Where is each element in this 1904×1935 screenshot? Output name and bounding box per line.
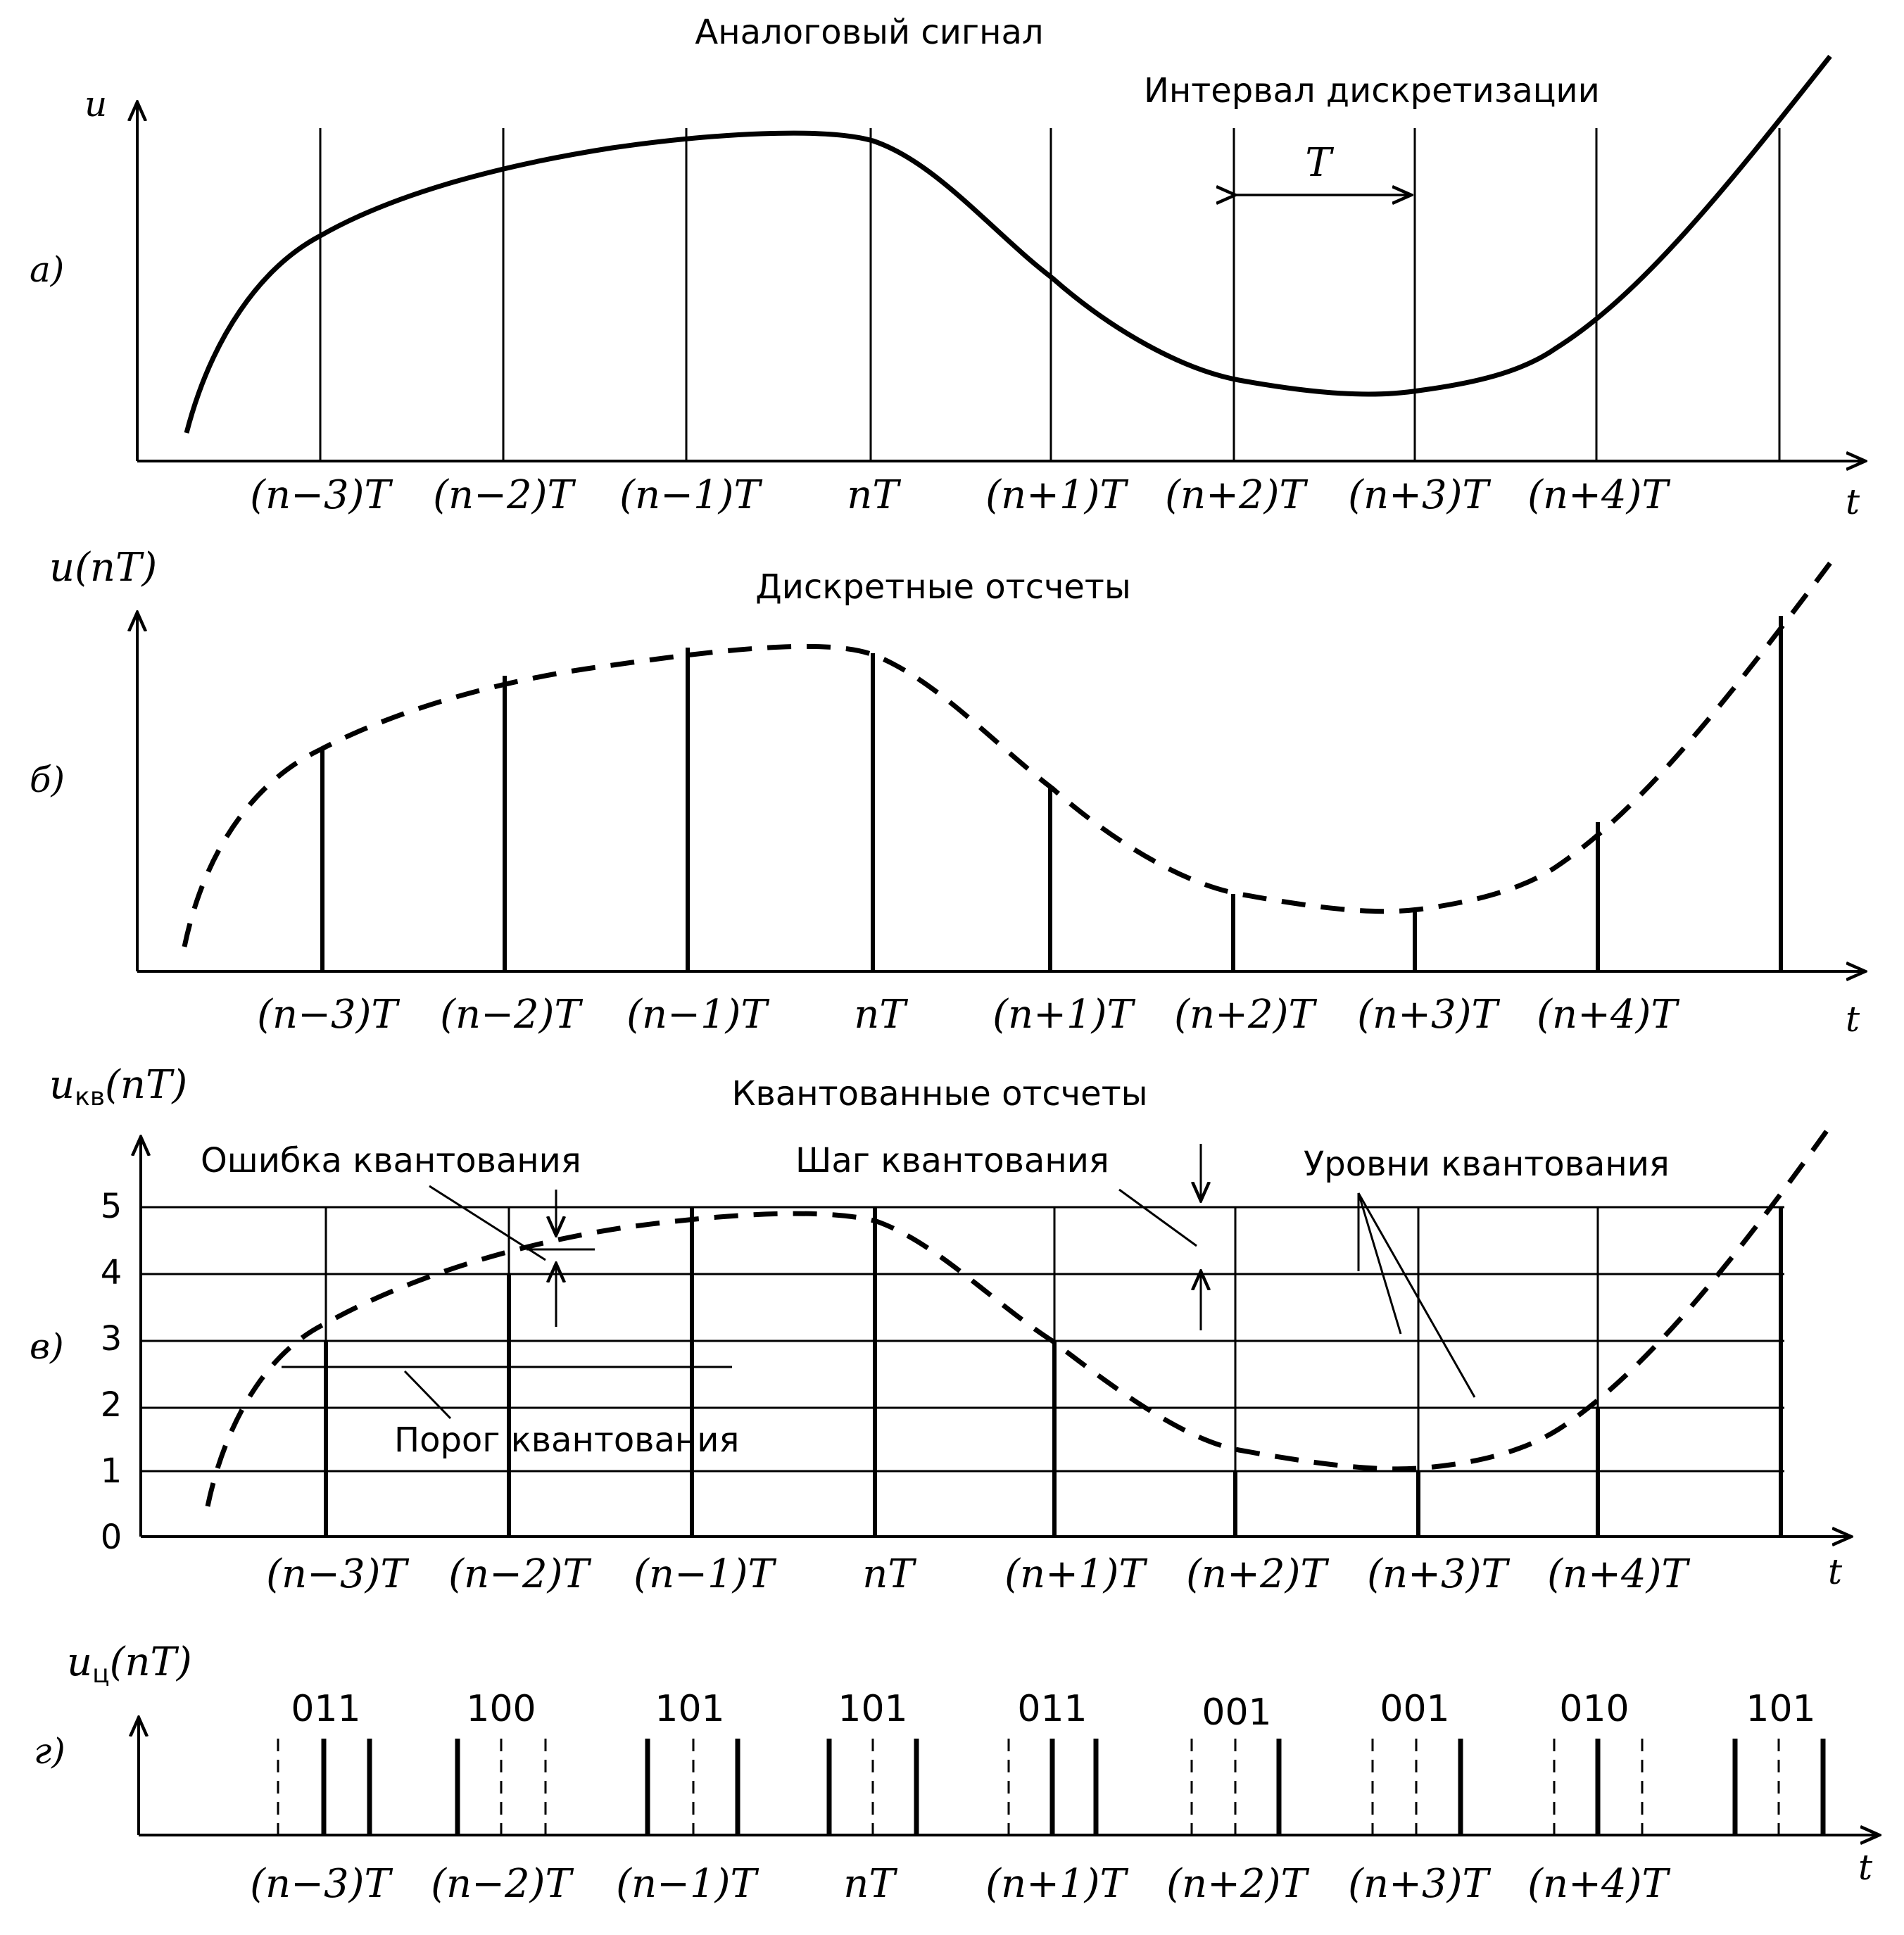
tick-label-n: nT [843,1861,897,1907]
code-label: 011 [291,1688,360,1730]
panel-d-time-ticks: (n−3)T (n−2)T (n−1)T nT (n+1)T (n+2)T (n… [250,1861,1670,1907]
tick-label-n+1: (n+1)T [1004,1551,1147,1597]
panel-d-t-label: t [1858,1847,1873,1888]
level-label-2: 2 [101,1385,122,1425]
level-label-4: 4 [101,1253,122,1292]
analog-signal-curve [184,54,1832,434]
levels-leader-2 [1357,1192,1402,1335]
code-label: 100 [466,1688,536,1730]
quantization-level-labels: 0 1 2 3 4 5 [101,1187,122,1557]
panel-b-time-ticks: (n−3)T (n−2)T (n−1)T nT (n+1)T (n+2)T (n… [257,992,1679,1038]
code-label: 101 [838,1688,907,1730]
tick-label-n-3: (n−3)T [257,992,400,1038]
discrete-sample-bars [320,616,1783,971]
code-label: 001 [1380,1688,1449,1730]
tick-label-n+4: (n+4)T [1527,472,1670,518]
panel-analog: Аналоговый сигнал Интервал дискретизации… [30,13,1865,522]
tick-label-n-2: (n−2)T [431,1861,574,1907]
interval-label: Интервал дискретизации [1144,71,1600,111]
tick-label-n+3: (n+3)T [1367,1551,1510,1597]
panel-discrete: Дискретные отсчеты u(nT) б) t (n−3)T (n−… [30,545,1865,1040]
tick-label-n-1: (n−1)T [616,1861,759,1907]
level-label-1: 1 [101,1451,122,1491]
threshold-leader-line [403,1370,452,1420]
panel-d-letter: г) [34,1731,65,1772]
level-label-5: 5 [101,1187,122,1226]
panel-b-title: Дискретные отсчеты [755,567,1131,607]
panel-c-title: Квантованные отсчеты [731,1074,1147,1114]
tick-label-n+1: (n+1)T [985,472,1128,518]
tick-label-n: nT [847,472,901,518]
quantization-threshold-label: Порог квантования [394,1420,739,1460]
tick-label-n-2: (n−2)T [448,1551,591,1597]
code-label: 011 [1017,1688,1087,1730]
tick-label-n+3: (n+3)T [1348,1861,1491,1907]
discrete-envelope-dashed [182,561,1832,947]
code-label: 101 [655,1688,724,1730]
binary-code-labels: 011 100 101 101 011 001 001 010 101 [291,1688,1815,1734]
tick-label-n+1: (n+1)T [992,992,1135,1038]
quantized-envelope-dashed [205,1124,1832,1507]
panel-a-letter: а) [30,249,64,290]
tick-label-n-3: (n−3)T [266,1551,409,1597]
panel-a-time-ticks: (n−3)T (n−2)T (n−1)T nT (n+1)T (n+2)T (n… [250,472,1670,518]
tick-label-n+2: (n+2)T [1174,992,1317,1038]
panel-b-y-label: u(nT) [49,545,157,591]
tick-label-n+2: (n+2)T [1166,1861,1309,1907]
level-label-0: 0 [101,1518,122,1557]
tick-label-n: nT [862,1551,916,1597]
levels-leader-3 [1357,1192,1476,1398]
panel-b-t-label: t [1846,999,1860,1040]
panel-a-t-label: t [1846,481,1860,522]
panel-b-letter: б) [30,759,65,800]
panel-a-title: Аналоговый сигнал [695,13,1043,52]
tick-label-n+3: (n+3)T [1357,992,1500,1038]
tick-label-n-1: (n−1)T [633,1551,776,1597]
panel-c-letter: в) [30,1326,64,1367]
quantization-grid [141,1206,1784,1537]
tick-label-n-2: (n−2)T [440,992,583,1038]
tick-label-n+1: (n+1)T [985,1861,1128,1907]
tick-label-n+4: (n+4)T [1547,1551,1690,1597]
tick-label-n+3: (n+3)T [1348,472,1491,518]
tick-label-n+4: (n+4)T [1527,1861,1670,1907]
panel-a-y-label: u [84,84,107,125]
tick-label-n-3: (n−3)T [250,1861,393,1907]
tick-label-n-1: (n−1)T [619,472,762,518]
tick-label-n-1: (n−1)T [626,992,769,1038]
level-label-3: 3 [101,1319,122,1359]
panel-quantized: Квантованные отсчеты uкв(nT) в) t 0 1 2 … [30,1062,1851,1597]
quantization-step-label: Шаг квантования [795,1141,1109,1180]
interval-symbol: T [1305,140,1334,186]
step-leader-line [1118,1188,1197,1247]
tick-label-n-3: (n−3)T [250,472,393,518]
binary-code-pulses [277,1739,1826,1835]
quantized-sample-bars [324,1207,1783,1537]
tick-label-n: nT [854,992,908,1038]
panel-d-y-label: uц(nT) [67,1639,192,1689]
code-label: 010 [1559,1688,1629,1730]
tick-label-n-2: (n−2)T [433,472,576,518]
tick-label-n+2: (n+2)T [1165,472,1308,518]
code-label: 101 [1746,1688,1815,1730]
code-label: 001 [1202,1691,1271,1734]
panel-a-sample-lines [319,128,1781,461]
panel-c-t-label: t [1828,1551,1843,1592]
tick-label-n+4: (n+4)T [1537,992,1679,1038]
quantization-levels-label: Уровни квантования [1304,1145,1670,1184]
panel-c-time-ticks: (n−3)T (n−2)T (n−1)T nT (n+1)T (n+2)T (n… [266,1551,1690,1597]
panel-c-y-label: uкв(nT) [49,1062,187,1111]
error-leader-line [429,1185,546,1261]
panel-digital: uц(nT) г) t 011 100 101 101 011 001 001 … [34,1639,1879,1907]
quantization-error-label: Ошибка квантования [201,1141,581,1180]
tick-label-n+2: (n+2)T [1186,1551,1329,1597]
